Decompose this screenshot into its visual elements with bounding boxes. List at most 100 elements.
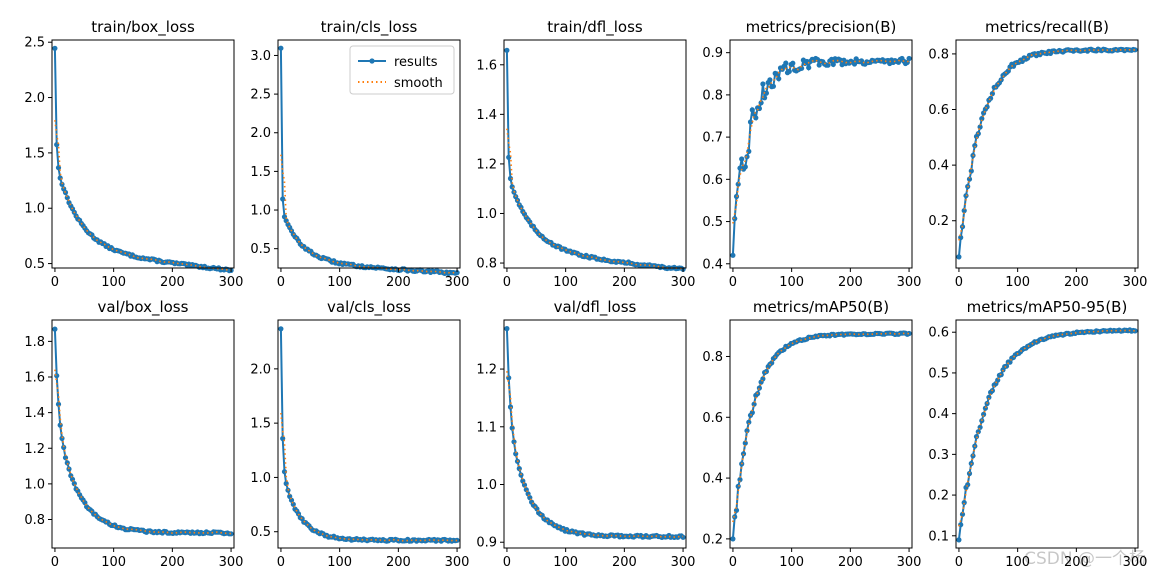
y-tick-label: 1.1 xyxy=(476,420,497,435)
chart-val-cls-loss: val/cls_loss 0 100 200 300 0.5 1.0 1.5 2.0 xyxy=(250,298,469,570)
y-tick-label: 0.4 xyxy=(928,407,949,422)
data-point xyxy=(958,522,964,528)
y-tick-label: 0.4 xyxy=(702,257,723,272)
y-tick-label: 0.5 xyxy=(928,366,949,381)
x-tick-label: 200 xyxy=(160,275,185,290)
data-point xyxy=(958,234,964,241)
results-line xyxy=(731,56,911,256)
y-tick-label: 1.0 xyxy=(250,204,271,219)
data-point xyxy=(739,156,745,162)
x-tick-label: 100 xyxy=(327,555,352,570)
x-tick-label: 300 xyxy=(897,555,922,570)
x-tick-label: 0 xyxy=(51,275,59,290)
y-tick-label: 1.0 xyxy=(250,471,271,486)
x-tick-label: 300 xyxy=(445,555,470,570)
data-point xyxy=(984,104,990,110)
data-point xyxy=(749,410,755,416)
x-tick-label: 0 xyxy=(955,275,963,290)
y-tick-label: 2.0 xyxy=(250,362,271,377)
y-tick-label: 0.8 xyxy=(702,88,723,103)
y-tick-label: 0.6 xyxy=(928,103,949,118)
y-tick-label: 0.2 xyxy=(928,489,949,504)
data-point xyxy=(790,60,796,66)
data-point xyxy=(52,45,58,51)
x-tick-label: 200 xyxy=(160,555,185,570)
x-tick-label: 0 xyxy=(955,555,963,570)
chart-metrics-recall-b: metrics/recall(B) 0 100 200 300 0.2 0.4 0.6 0.8 xyxy=(928,18,1147,290)
chart-title: val/box_loss xyxy=(98,298,189,317)
y-tick-label: 0.8 xyxy=(476,257,497,272)
x-tick-label: 200 xyxy=(838,555,863,570)
chart-title: train/dfl_loss xyxy=(547,18,643,37)
x-tick-label: 100 xyxy=(779,555,804,570)
results-line xyxy=(957,328,1136,541)
data-point xyxy=(54,373,60,379)
data-point xyxy=(504,47,510,53)
data-point xyxy=(799,65,805,71)
y-tick-label: 2.5 xyxy=(250,88,271,103)
legend-results-marker xyxy=(369,58,375,64)
data-point xyxy=(972,143,978,149)
data-point xyxy=(730,252,736,258)
x-tick-label: 300 xyxy=(219,275,244,290)
smooth-line xyxy=(280,412,458,542)
x-tick-label: 300 xyxy=(1123,555,1148,570)
x-tick-label: 100 xyxy=(327,275,352,290)
y-tick-label: 2.0 xyxy=(250,126,271,141)
data-point xyxy=(749,107,755,113)
data-point xyxy=(55,165,62,171)
data-point xyxy=(281,469,288,475)
results-line xyxy=(53,329,232,535)
plot-frame xyxy=(955,39,1139,269)
smooth-line xyxy=(506,371,684,538)
data-point xyxy=(746,419,752,425)
y-tick-label: 0.2 xyxy=(702,532,723,547)
data-point xyxy=(52,326,58,332)
data-point xyxy=(986,394,992,400)
chart-title: metrics/precision(B) xyxy=(746,18,897,36)
y-tick-label: 1.4 xyxy=(24,406,45,421)
x-tick-label: 100 xyxy=(101,555,126,570)
y-tick-label: 0.8 xyxy=(24,513,45,528)
results-line xyxy=(505,50,684,271)
plot-frame xyxy=(729,39,913,269)
data-point xyxy=(732,216,738,222)
data-point xyxy=(763,368,770,375)
data-point xyxy=(454,270,460,276)
chart-train-dfl-loss: train/dfl_loss 0 100 200 300 0.8 1.0 1.2 1.4 1.6 xyxy=(476,18,695,290)
plot-frame xyxy=(51,319,235,549)
data-point xyxy=(59,435,65,441)
y-tick-label: 1.8 xyxy=(24,335,45,350)
chart-title: train/box_loss xyxy=(91,18,195,37)
data-point xyxy=(507,175,514,182)
smooth-line xyxy=(732,332,910,523)
data-point xyxy=(278,326,284,332)
results-line xyxy=(279,328,458,543)
smooth-line xyxy=(506,128,684,270)
x-tick-label: 300 xyxy=(219,555,244,570)
smooth-line xyxy=(280,154,458,274)
data-point xyxy=(979,116,985,122)
x-tick-label: 200 xyxy=(1064,275,1089,290)
y-tick-label: 0.5 xyxy=(24,257,45,272)
legend: results smooth xyxy=(349,45,455,95)
data-point xyxy=(966,470,973,477)
y-tick-label: 0.5 xyxy=(250,525,271,540)
data-point xyxy=(57,422,63,428)
y-tick-label: 0.9 xyxy=(476,536,497,551)
chart-metrics-map50-95-b: metrics/mAP50-95(B) 0 100 200 300 0.1 0.2 0.3 0.… xyxy=(928,298,1147,570)
x-tick-label: 0 xyxy=(277,555,285,570)
y-tick-label: 2.5 xyxy=(24,36,45,51)
y-tick-label: 0.5 xyxy=(702,215,723,230)
smooth-line xyxy=(958,48,1136,241)
x-tick-label: 200 xyxy=(612,555,637,570)
data-point xyxy=(751,401,757,407)
data-point xyxy=(975,429,981,435)
data-point xyxy=(959,511,966,517)
smooth-line xyxy=(958,329,1136,527)
y-tick-label: 0.8 xyxy=(928,47,949,62)
chart-train-cls-loss: train/cls_loss 0 100 200 300 0.5 1.0 1.5 2.0 2.5 3… xyxy=(250,18,469,290)
data-point xyxy=(59,181,65,187)
chart-title: train/cls_loss xyxy=(321,18,418,37)
y-tick-label: 0.8 xyxy=(702,350,723,365)
